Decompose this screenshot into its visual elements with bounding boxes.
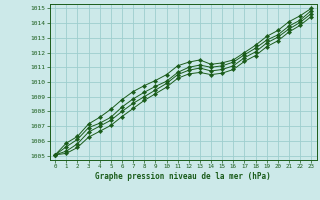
X-axis label: Graphe pression niveau de la mer (hPa): Graphe pression niveau de la mer (hPa)	[95, 172, 271, 181]
